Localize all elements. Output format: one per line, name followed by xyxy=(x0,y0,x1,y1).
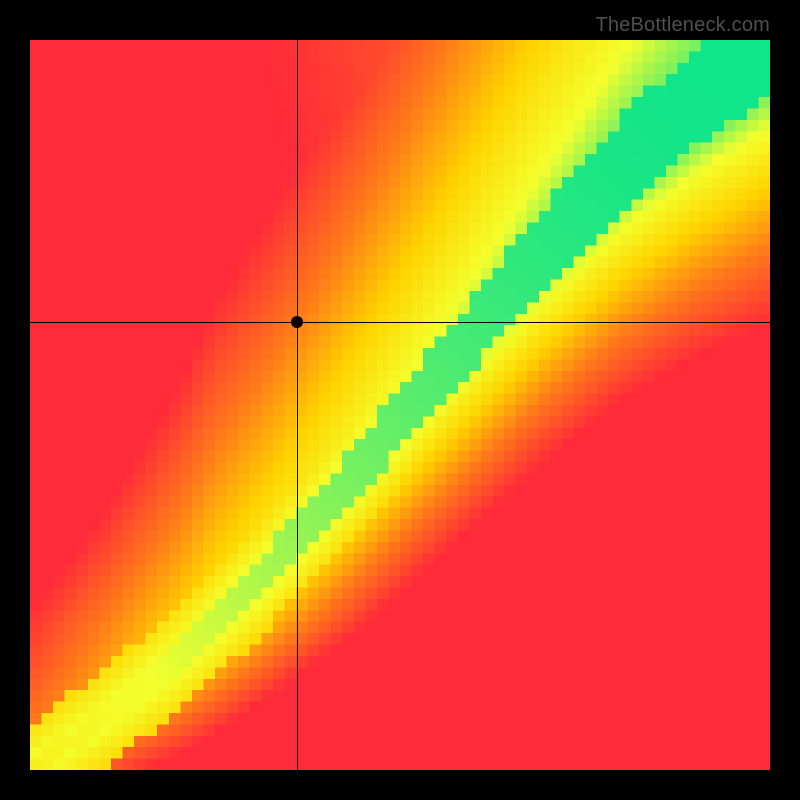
crosshair-vertical xyxy=(297,40,298,770)
heatmap-canvas xyxy=(30,40,770,770)
heatmap-plot xyxy=(30,40,770,770)
watermark-text: TheBottleneck.com xyxy=(595,14,770,37)
crosshair-marker xyxy=(291,316,303,328)
crosshair-horizontal xyxy=(30,322,770,323)
